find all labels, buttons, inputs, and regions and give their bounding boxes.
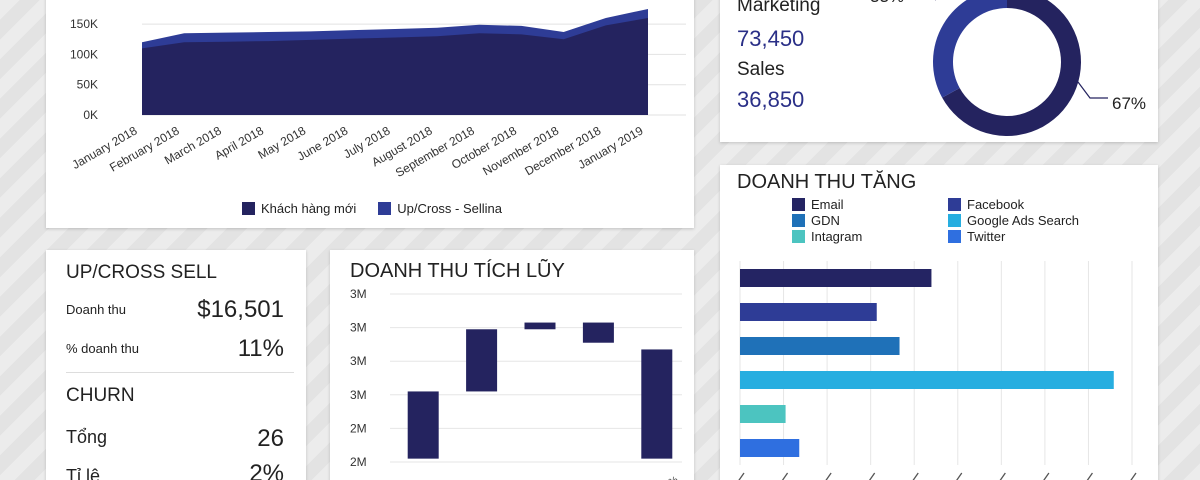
bar-gdn (740, 337, 900, 355)
x-tick-mark (999, 472, 1006, 480)
y-tick-label: 2M (350, 421, 367, 435)
x-tick-mark (1043, 472, 1050, 480)
revenue-pct-value: 11% (237, 335, 284, 362)
legend-item: Google Ads Search (948, 213, 1079, 228)
revenue-pct-label: % doanh thu (66, 341, 140, 356)
waterfall-bar (407, 391, 439, 459)
x-tick-mark (956, 472, 963, 480)
legend-swatch (242, 202, 255, 215)
y-tick-label: 50K (77, 78, 98, 92)
metric-value-marketing: 73,450 (737, 26, 805, 51)
y-tick-label: 3M (350, 388, 367, 402)
legend-item: Facebook (948, 197, 1024, 212)
legend-item: Twitter (948, 229, 1005, 244)
legend-swatch (948, 214, 961, 227)
bar-google_ads (740, 371, 1114, 389)
legend-item: Khách hàng mới (242, 201, 356, 216)
upcross-card: UP/CROSS SELL Doanh thu $16,501 % doanh … (46, 250, 306, 480)
x-tick-label: April 2018 (212, 123, 266, 162)
slice-label: 67% (1112, 94, 1146, 113)
x-tick-mark (1086, 472, 1093, 480)
legend-item: Up/Cross - Sellina (378, 201, 502, 216)
bar-card: DOANH THU TĂNG Email Facebook GDN Google Ad… (720, 165, 1158, 480)
legend-label: GDN (811, 213, 840, 228)
x-tick-label: % (667, 475, 680, 480)
legend-swatch (792, 214, 805, 227)
bar-instagram (740, 405, 786, 423)
x-tick-mark (825, 472, 832, 480)
y-tick-label: 100K (70, 47, 98, 61)
churn-title: CHURN (66, 385, 135, 406)
legend-swatch (378, 202, 392, 215)
bar-facebook (740, 303, 877, 321)
y-tick-label: 0K (83, 108, 98, 122)
legend-item: Email (792, 197, 844, 212)
churn-rate-value: 2% (249, 460, 284, 480)
area-legend: Khách hàng mới Up/Cross - Sellina (242, 201, 502, 216)
metric-label-marketing: Marketing (737, 0, 821, 16)
donut-slice-sales (933, 0, 1007, 98)
waterfall-card: DOANH THU TÍCH LŨY 2M 2M 3M 3M 3M 3M% (330, 250, 694, 480)
slice-label: 33% (870, 0, 904, 6)
y-tick-label: 2M (350, 455, 367, 469)
y-tick-label: 3M (350, 354, 367, 368)
legend-label: Up/Cross - Sellina (397, 201, 503, 216)
legend-label: Email (811, 197, 844, 212)
waterfall-chart: 2M 2M 3M 3M 3M 3M% (350, 287, 682, 480)
bar-title: DOANH THU TĂNG (737, 171, 917, 193)
legend-label: Facebook (967, 197, 1025, 212)
legend-swatch (792, 230, 805, 243)
churn-total-label: Tổng (66, 427, 108, 447)
label-leader-line (1077, 81, 1108, 99)
legend-label: Intagram (811, 229, 863, 244)
legend-item: GDN (792, 213, 840, 228)
waterfall-title: DOANH THU TÍCH LŨY (350, 260, 565, 282)
bar-twitter (740, 439, 800, 457)
y-tick-label: 3M (350, 321, 367, 335)
x-tick-mark (738, 472, 745, 480)
legend-item: Intagram (792, 229, 862, 244)
x-tick-mark (781, 472, 789, 480)
legend-label: Google Ads Search (967, 213, 1080, 228)
y-tick-label: 150K (70, 17, 98, 31)
waterfall-bar (582, 322, 614, 343)
metric-label-sales: Sales (737, 59, 785, 80)
legend-label: Twitter (967, 229, 1006, 244)
churn-total-value: 26 (257, 425, 284, 452)
revenue-label: Doanh thu (66, 302, 126, 317)
legend-label: Khách hàng mới (261, 201, 357, 216)
churn-rate-label: Tỉ lệ (66, 466, 101, 480)
bar-chart (738, 261, 1137, 480)
divider (66, 372, 294, 373)
bar-email (740, 269, 932, 287)
y-tick-label: 3M (350, 287, 367, 301)
x-tick-mark (868, 472, 876, 480)
waterfall-bar (641, 349, 673, 459)
waterfall-bar (524, 322, 556, 330)
legend-swatch (948, 198, 961, 211)
upcross-title: UP/CROSS SELL (66, 262, 217, 283)
donut-chart: 67% 33% (870, 0, 1146, 136)
legend-swatch (792, 198, 805, 211)
x-tick-mark (1130, 472, 1137, 480)
area-series-new-customers (142, 18, 648, 115)
metric-value-sales: 36,850 (737, 87, 805, 112)
legend-swatch (948, 230, 961, 243)
x-tick-mark (912, 472, 919, 480)
revenue-value: $16,501 (197, 296, 284, 323)
donut-slice-marketing (942, 0, 1081, 136)
waterfall-bar (466, 329, 498, 392)
area-chart-card: 0K 50K 100K 150K January 2018 February 2018 Ma… (46, 0, 694, 228)
donut-card: Marketing 73,450 Sales 36,850 67% 33% (720, 0, 1158, 142)
